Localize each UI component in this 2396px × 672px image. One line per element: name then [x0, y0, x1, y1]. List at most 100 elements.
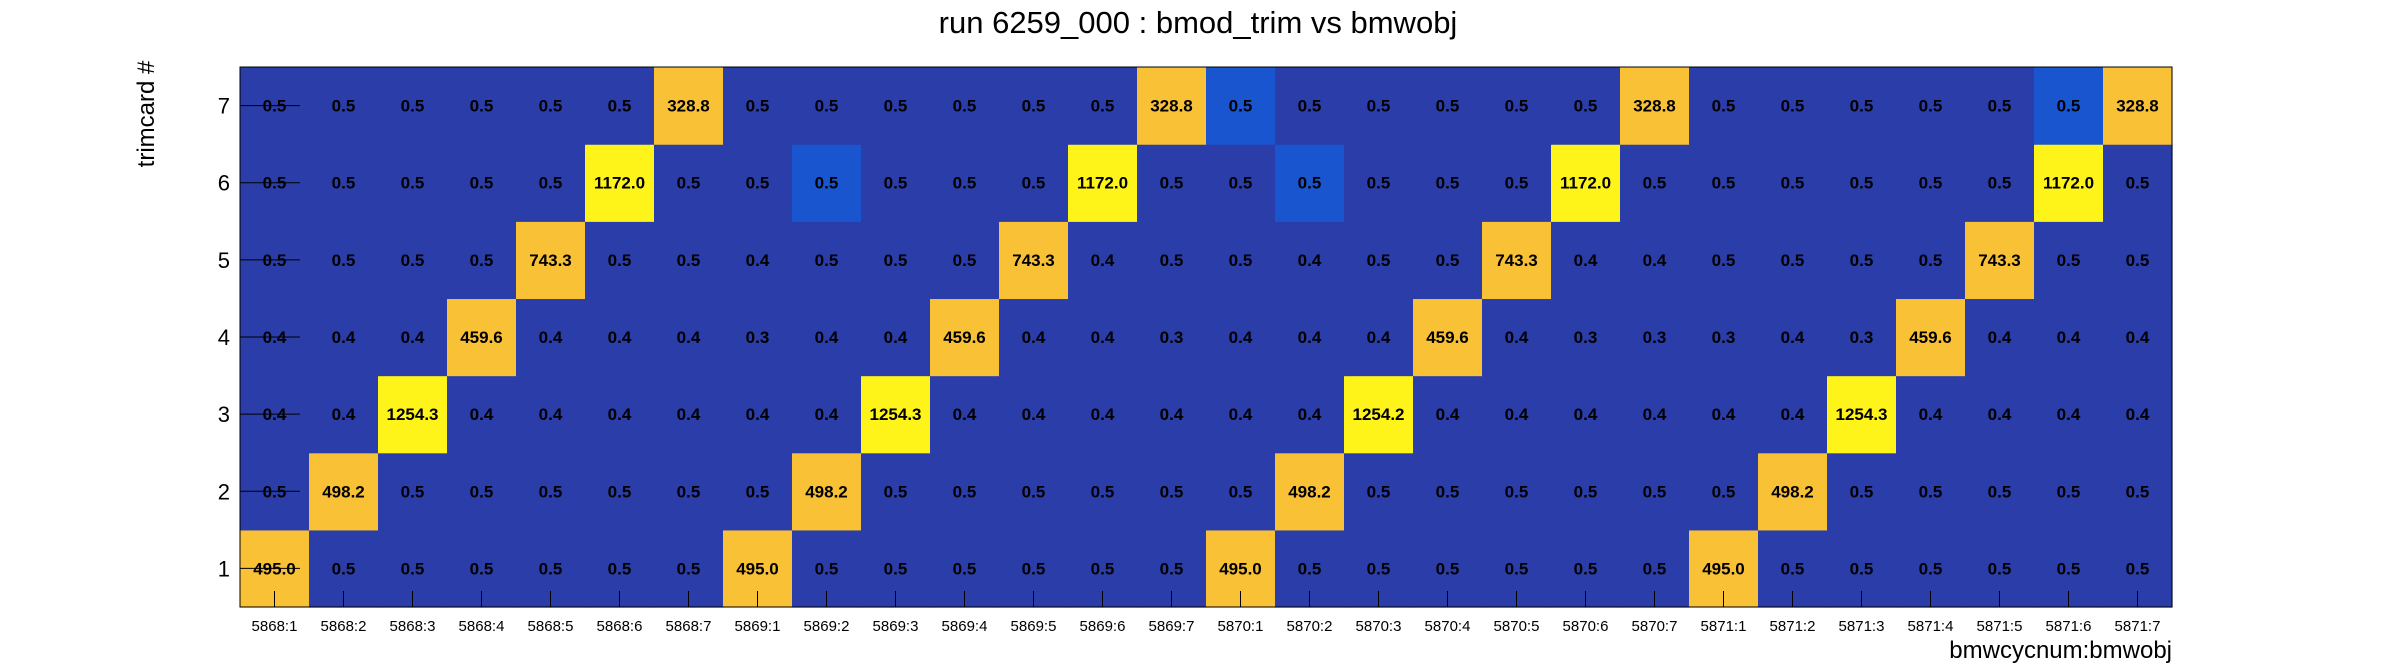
cell-value-label: 0.5 — [815, 559, 839, 578]
heatmap-cell — [1344, 375, 1414, 454]
cell-value-label: 0.5 — [1919, 174, 1943, 193]
cell-value-label: 328.8 — [1150, 97, 1193, 116]
cell-value-label: 0.5 — [2057, 559, 2081, 578]
cell-value-label: 0.5 — [470, 174, 494, 193]
heatmap-cell — [1620, 375, 1690, 454]
cell-value-label: 0.4 — [608, 405, 632, 424]
cell-value-label: 0.4 — [677, 328, 701, 347]
cell-value-label: 0.5 — [539, 174, 563, 193]
heatmap-cell — [1413, 375, 1483, 454]
cell-value-label: 0.4 — [1022, 405, 1046, 424]
cell-value-label: 0.5 — [2126, 559, 2150, 578]
cell-value-label: 0.5 — [1022, 482, 1046, 501]
cell-value-label: 0.5 — [332, 559, 356, 578]
heatmap-cell — [1689, 298, 1759, 377]
cell-value-label: 0.5 — [1298, 97, 1322, 116]
cell-value-label: 0.4 — [1022, 328, 1046, 347]
cell-value-label: 0.5 — [401, 559, 425, 578]
cell-value-label: 0.5 — [1505, 559, 1529, 578]
heatmap-cell — [1827, 67, 1897, 145]
heatmap-cell — [2103, 67, 2173, 145]
cell-value-label: 1254.3 — [1836, 405, 1888, 424]
heatmap-cell — [1827, 452, 1897, 531]
x-tick-label: 5869:6 — [1080, 618, 1126, 635]
heatmap-cell — [1482, 452, 1552, 531]
heatmap-cell-labels: 495.0 0.5 0.5 0.5 0.5 0.5 0.5 495.0 0.5 0.5 0.5 0.5… — [253, 97, 2159, 579]
heatmap-cell — [654, 67, 724, 145]
heatmap-cell — [1827, 298, 1897, 377]
heatmap-cell — [1068, 144, 1138, 222]
cell-value-label: 0.4 — [1919, 405, 1943, 424]
x-tick-label: 5869:5 — [1011, 618, 1057, 635]
cell-value-label: 0.4 — [1643, 405, 1667, 424]
cell-value-label: 0.4 — [1505, 405, 1529, 424]
cell-value-label: 0.4 — [1160, 405, 1184, 424]
heatmap-cell — [861, 298, 931, 377]
cell-value-label: 0.5 — [1919, 559, 1943, 578]
cell-value-label: 0.5 — [1022, 174, 1046, 193]
heatmap-cell — [1137, 144, 1207, 222]
heatmap-cell — [1689, 144, 1759, 222]
heatmap-cell — [1551, 298, 1621, 377]
heatmap-cell — [792, 375, 862, 454]
cell-value-label: 495.0 — [1219, 559, 1262, 578]
heatmap-cell — [930, 452, 1000, 531]
cell-value-label: 0.5 — [2126, 174, 2150, 193]
x-tick-label: 5869:4 — [942, 618, 988, 635]
cell-value-label: 1254.3 — [870, 405, 922, 424]
cell-value-label: 0.5 — [401, 97, 425, 116]
cell-value-label: 0.5 — [1091, 482, 1115, 501]
cell-value-label: 0.5 — [1988, 174, 2012, 193]
cell-value-label: 0.4 — [2057, 405, 2081, 424]
heatmap-cell — [861, 144, 931, 222]
heatmap-cell — [1551, 221, 1621, 300]
cell-value-label: 328.8 — [667, 97, 710, 116]
heatmap-cell — [1344, 298, 1414, 377]
cell-value-label: 743.3 — [1495, 251, 1538, 270]
cell-value-label: 0.5 — [332, 251, 356, 270]
heatmap-cell — [1758, 221, 1828, 300]
heatmap-cell — [1206, 375, 1276, 454]
cell-value-label: 0.5 — [884, 174, 908, 193]
cell-value-label: 0.5 — [1781, 174, 1805, 193]
heatmap-cell — [1620, 67, 1690, 145]
heatmap-cell — [654, 298, 724, 377]
cell-value-label: 0.3 — [1574, 328, 1598, 347]
heatmap-cell — [1551, 375, 1621, 454]
heatmap-cell — [1758, 375, 1828, 454]
x-tick-label: 5870:2 — [1287, 618, 1333, 635]
cell-value-label: 0.4 — [1091, 328, 1115, 347]
cell-value-label: 0.4 — [815, 405, 839, 424]
heatmap-cell — [1689, 221, 1759, 300]
cell-value-label: 498.2 — [322, 482, 365, 501]
heatmap-cell — [792, 452, 862, 531]
cell-value-label: 0.5 — [1436, 174, 1460, 193]
cell-value-label: 743.3 — [529, 251, 572, 270]
x-tick-label: 5871:1 — [1701, 618, 1747, 635]
cell-value-label: 459.6 — [1909, 328, 1952, 347]
cell-value-label: 0.5 — [1229, 482, 1253, 501]
heatmap-cell — [1758, 452, 1828, 531]
cell-value-label: 0.5 — [1505, 482, 1529, 501]
cell-value-label: 0.5 — [815, 174, 839, 193]
y-tick-label: 3 — [218, 402, 230, 427]
cell-value-label: 0.5 — [608, 97, 632, 116]
cell-value-label: 0.5 — [815, 251, 839, 270]
cell-value-label: 0.4 — [815, 328, 839, 347]
x-tick-label: 5871:6 — [2046, 618, 2092, 635]
heatmap-cell — [1206, 298, 1276, 377]
heatmap-cell — [999, 144, 1069, 222]
heatmap-cell — [861, 375, 931, 454]
heatmap-cell — [723, 452, 793, 531]
heatmap-cell — [1206, 67, 1276, 145]
heatmap-cells — [240, 67, 2173, 608]
heatmap-cell — [1275, 67, 1345, 145]
x-tick-label: 5868:3 — [390, 618, 436, 635]
heatmap-cell — [2034, 375, 2104, 454]
cell-value-label: 0.3 — [1643, 328, 1667, 347]
cell-value-label: 0.5 — [2057, 97, 2081, 116]
heatmap-cell — [1482, 375, 1552, 454]
cell-value-label: 0.4 — [1781, 328, 1805, 347]
heatmap-cell — [2103, 452, 2173, 531]
